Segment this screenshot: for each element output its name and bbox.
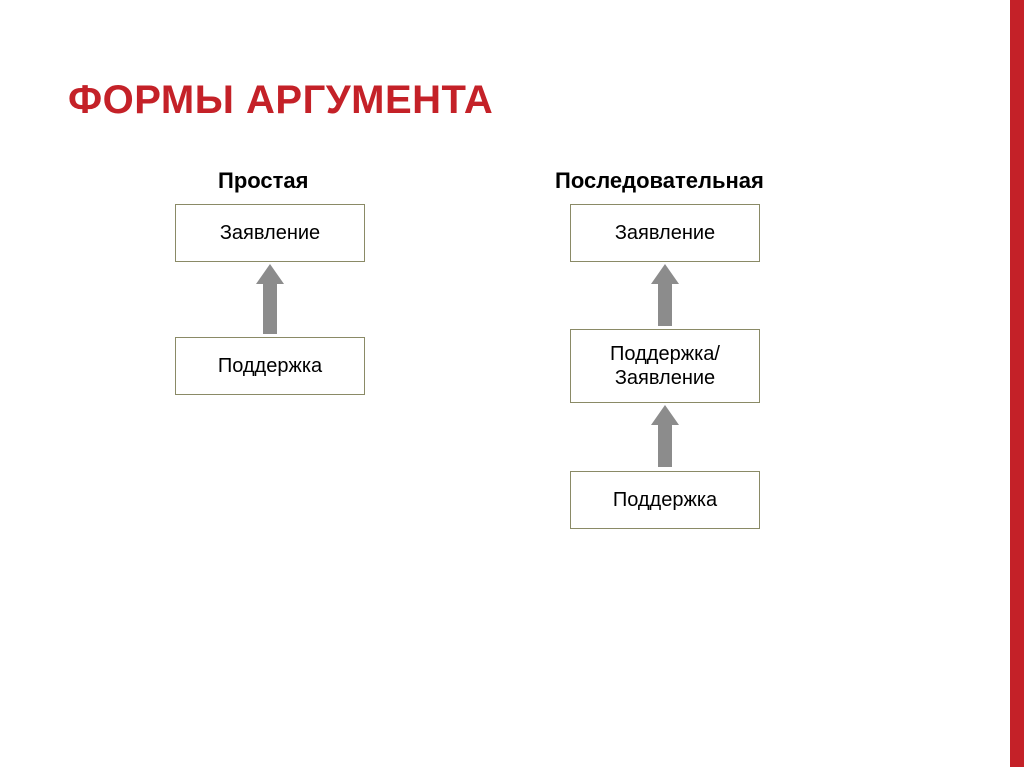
arrow-up-icon (651, 405, 679, 467)
box-label: Поддержка/ Заявление (610, 342, 720, 390)
accent-bar (1010, 0, 1024, 767)
box-label: Заявление (220, 221, 320, 245)
arrow-up-icon (256, 264, 284, 334)
column-header-left: Простая (218, 168, 308, 194)
diagram-box: Поддержка (570, 471, 760, 529)
column-header-right: Последовательная (555, 168, 764, 194)
diagram-box: Заявление (570, 204, 760, 262)
diagram-box: Поддержка/ Заявление (570, 329, 760, 403)
box-label: Поддержка (218, 354, 322, 378)
arrow-up-icon (651, 264, 679, 326)
diagram-box: Поддержка (175, 337, 365, 395)
box-label: Заявление (615, 221, 715, 245)
box-label: Поддержка (613, 488, 717, 512)
diagram-box: Заявление (175, 204, 365, 262)
slide-title: ФОРМЫ АРГУМЕНТА (68, 78, 493, 123)
